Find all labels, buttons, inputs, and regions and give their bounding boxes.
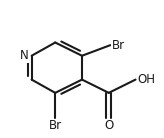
Text: OH: OH <box>137 73 155 86</box>
Text: O: O <box>104 119 113 132</box>
Text: Br: Br <box>49 119 62 132</box>
Text: Br: Br <box>112 39 125 52</box>
Text: N: N <box>20 49 29 62</box>
